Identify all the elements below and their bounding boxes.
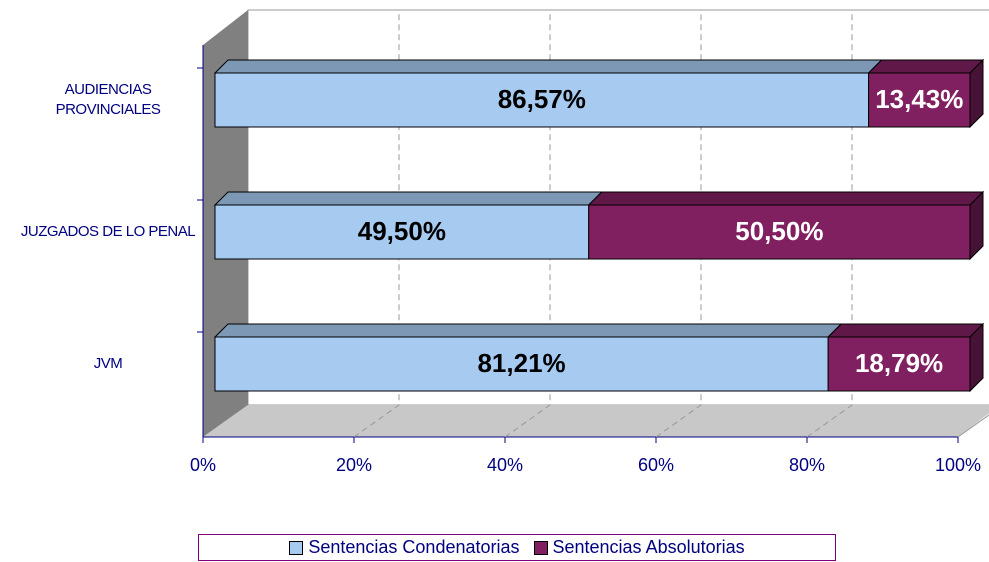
bar (827, 336, 971, 392)
bar-side (969, 322, 984, 393)
grid-line (353, 10, 400, 438)
bar-top (213, 59, 883, 74)
bar-side (969, 190, 984, 261)
grid-line (806, 10, 853, 438)
x-tick-label: 100% (935, 455, 981, 475)
x-tick-label: 40% (487, 455, 523, 475)
legend-label: Sentencias Absolutorias (552, 537, 745, 557)
bar-top (213, 323, 843, 338)
bar (588, 204, 971, 260)
legend-item: Sentencias Absolutorias (533, 537, 745, 558)
grid-line (655, 10, 702, 438)
bar (214, 204, 590, 260)
y-tick-label: JVM (93, 355, 123, 372)
x-tick-label: 60% (638, 455, 674, 475)
x-tick-label: 80% (789, 455, 825, 475)
bar (214, 336, 829, 392)
y-tick-label: AUDIENCIAS PROVINCIALES (55, 81, 161, 118)
grid-line (504, 10, 551, 438)
data-label: 18,79% (855, 348, 943, 378)
data-label: 50,50% (735, 216, 823, 246)
data-label: 49,50% (358, 216, 446, 246)
bar-side (969, 58, 984, 129)
legend-label: Sentencias Condenatorias (308, 537, 520, 557)
data-label: 81,21% (477, 348, 565, 378)
x-tick-label: 0% (190, 455, 216, 475)
legend-item: Sentencias Condenatorias (289, 537, 520, 558)
legend-swatch (533, 541, 548, 556)
legend: Sentencias Condenatorias Sentencias Absol… (198, 534, 836, 561)
x-tick-label: 20% (336, 455, 372, 475)
data-label: 13,43% (875, 84, 963, 114)
bar-top (587, 191, 985, 206)
bar-top (826, 323, 985, 338)
legend-swatch (289, 541, 304, 556)
grid-line (957, 414, 989, 438)
bar (868, 72, 971, 128)
floor (203, 405, 989, 437)
bar (214, 72, 870, 128)
bar-top (213, 191, 603, 206)
bar-top (867, 59, 985, 74)
data-label: 86,57% (498, 84, 586, 114)
y-tick-label: JUZGADOS DE LO PENAL (20, 223, 196, 240)
